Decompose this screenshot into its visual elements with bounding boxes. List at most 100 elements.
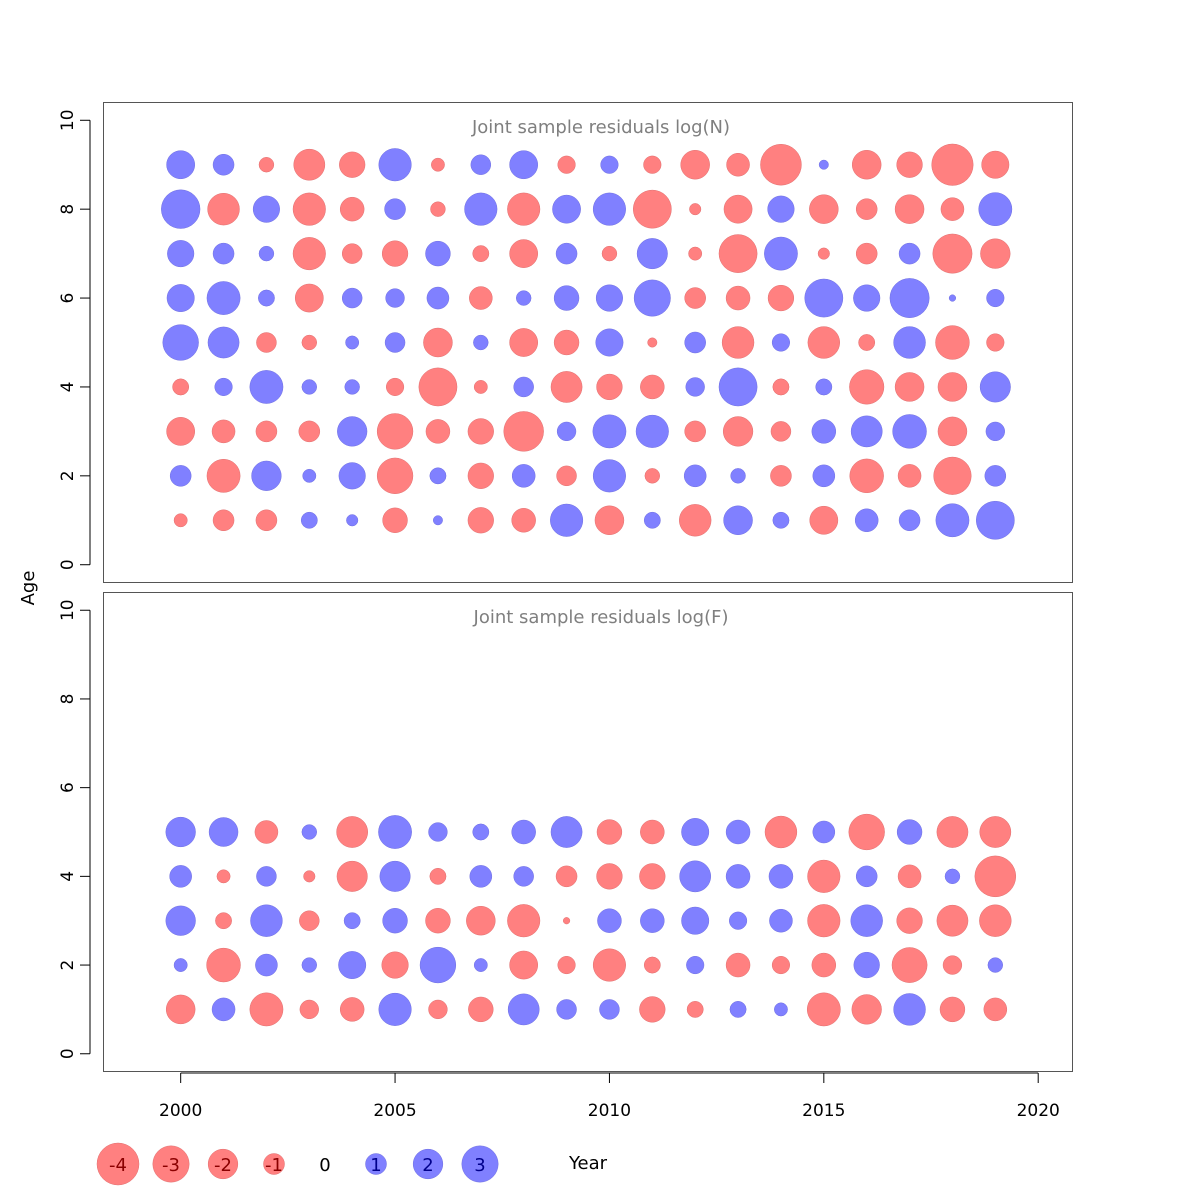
- bubble-point: [211, 419, 236, 444]
- y-tick-label: 10: [58, 599, 78, 621]
- bubble-point: [849, 458, 884, 494]
- bubble-point: [303, 870, 316, 883]
- bubble-point: [556, 465, 577, 487]
- bubble-point: [169, 865, 192, 888]
- bubble-point: [206, 281, 241, 315]
- bubble-point: [344, 379, 360, 395]
- bubble-point: [256, 866, 277, 887]
- bubble-point: [556, 421, 577, 442]
- bubble-point: [600, 155, 619, 174]
- bubble-point: [601, 245, 618, 262]
- bubble-point: [254, 820, 279, 844]
- legend-label: -3: [162, 1155, 180, 1176]
- bubble-point: [592, 459, 626, 493]
- bubble-point: [469, 286, 493, 310]
- bubble-point: [935, 325, 970, 360]
- bubble-point: [592, 414, 627, 449]
- bubble-point: [893, 326, 926, 359]
- bubble-point: [255, 420, 278, 443]
- bubble-point: [341, 287, 363, 309]
- legend-label: -1: [265, 1155, 283, 1176]
- bubble-point: [818, 159, 829, 170]
- bubble-point: [378, 992, 412, 1026]
- bubble-point: [725, 864, 751, 889]
- bubble-point: [379, 860, 411, 892]
- bubble-point: [640, 374, 665, 400]
- bubble-point: [385, 288, 405, 308]
- bubble-point: [428, 999, 448, 1020]
- bubble-point: [376, 413, 414, 450]
- bubble-point: [769, 908, 793, 933]
- bubble-point: [891, 947, 928, 983]
- bubble-point: [647, 337, 658, 348]
- bubble-point: [216, 869, 231, 884]
- bubble-point: [812, 820, 836, 844]
- bubble-point: [892, 414, 927, 449]
- bubble-point: [336, 816, 369, 848]
- bubble-point: [299, 999, 319, 1020]
- bubble-point: [473, 380, 488, 394]
- bubble-point: [889, 278, 930, 318]
- bubble-point: [250, 904, 283, 937]
- bubble-point: [721, 326, 755, 359]
- bubble-point: [596, 819, 623, 845]
- bubble-point: [635, 414, 669, 448]
- bubble-point: [473, 958, 488, 972]
- y-tick-label: 6: [58, 782, 78, 793]
- bubble-point: [595, 328, 624, 357]
- bubble-point: [336, 860, 368, 892]
- bubble-point: [206, 458, 241, 493]
- bubble-point: [516, 290, 532, 306]
- bubble-point: [729, 1001, 747, 1018]
- bubble-point: [256, 332, 277, 353]
- bubble-point: [684, 287, 706, 309]
- bubble-point: [771, 956, 790, 975]
- bubble-point: [722, 416, 754, 447]
- bubble-point: [986, 333, 1005, 352]
- legend-bubble: [152, 1145, 190, 1183]
- bubble-point: [418, 367, 458, 407]
- y-tick-label: 0: [58, 559, 78, 570]
- bubble-point: [596, 373, 623, 401]
- bubble-point: [767, 284, 795, 312]
- bubble-point: [376, 457, 414, 494]
- x-tick-label: 2020: [1017, 1101, 1060, 1121]
- bubble-point: [165, 994, 196, 1025]
- bubble-point: [898, 242, 921, 265]
- bubble-point: [931, 143, 974, 186]
- bubble-point: [346, 514, 359, 527]
- bubble-point: [643, 956, 661, 974]
- legend-bubble: [96, 1142, 140, 1186]
- bubble-point: [292, 192, 326, 226]
- bubble-point: [806, 992, 841, 1027]
- bubble-point: [429, 467, 447, 485]
- bubble-point: [767, 195, 795, 223]
- legend-label: 3: [474, 1155, 485, 1176]
- bubble-point: [511, 464, 536, 488]
- bubble-point: [337, 416, 368, 447]
- bubble-point: [301, 824, 317, 840]
- bubble-point: [809, 505, 839, 535]
- bubble-point: [985, 421, 1005, 442]
- bubble-point: [425, 908, 451, 934]
- bubble-point: [429, 867, 447, 885]
- bubble-point: [511, 819, 536, 845]
- bubble-point: [689, 203, 702, 216]
- bubble-point: [339, 151, 366, 178]
- bubble-point: [293, 148, 326, 181]
- bubble-point: [207, 326, 240, 359]
- bubble-point: [940, 197, 965, 221]
- bubble-point: [301, 334, 317, 351]
- bubble-point: [378, 815, 412, 849]
- bubble-point: [252, 195, 280, 223]
- bubble-point: [984, 465, 1007, 487]
- bubble-point: [464, 192, 498, 226]
- bubble-point: [981, 150, 1010, 179]
- bubble-point: [419, 946, 457, 984]
- bubble-point: [166, 150, 196, 180]
- bubble-point: [807, 326, 840, 359]
- bubble-point: [986, 289, 1005, 308]
- bubble-point: [688, 246, 703, 261]
- legend: -4 -3 -2 -1 0 1 2 3: [96, 1142, 499, 1186]
